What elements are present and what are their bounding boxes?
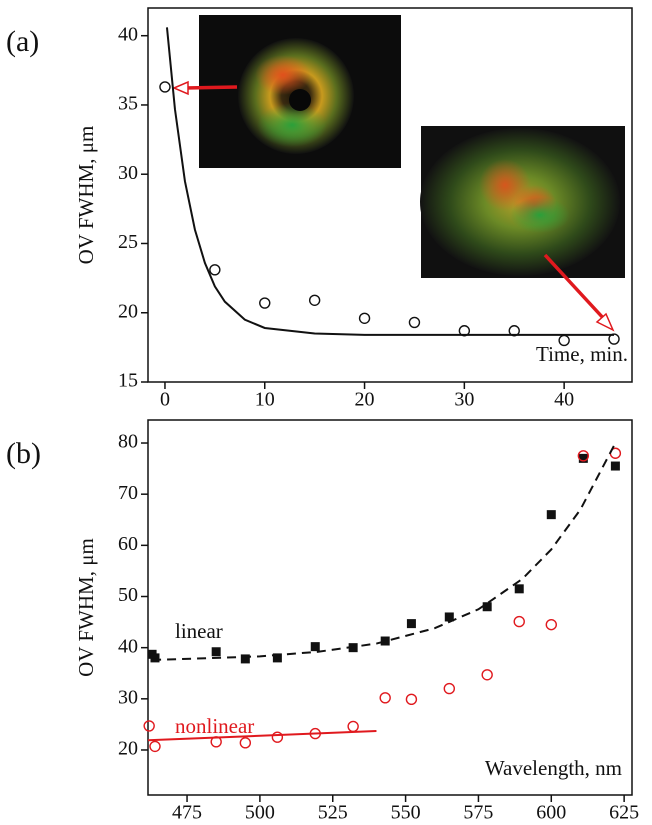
x-tick-label: 550 <box>391 802 421 824</box>
x-tick-label: 10 <box>255 389 275 411</box>
data-point <box>240 738 250 748</box>
x-axis-label: Wavelength, nm <box>485 756 622 780</box>
data-point <box>311 642 320 651</box>
x-tick-label: 30 <box>454 389 474 411</box>
data-point <box>406 694 416 704</box>
data-point <box>515 584 524 593</box>
x-tick-label: 500 <box>245 802 275 824</box>
data-point <box>272 732 282 742</box>
y-tick-label: 50 <box>118 584 138 606</box>
data-point <box>150 741 160 751</box>
data-point <box>546 620 556 630</box>
x-tick-label: 525 <box>318 802 348 824</box>
data-point <box>212 647 221 656</box>
data-point <box>483 602 492 611</box>
y-tick-label: 40 <box>118 23 138 45</box>
data-point <box>482 670 492 680</box>
series-label: linear <box>175 619 223 643</box>
y-tick-label: 20 <box>118 738 138 760</box>
page: {"chart_data": [ {"type": "scatter", "pa… <box>0 0 652 825</box>
data-point <box>310 295 320 305</box>
series-label: nonlinear <box>175 714 254 738</box>
data-point <box>360 313 370 323</box>
data-point <box>210 265 220 275</box>
x-tick-label: 20 <box>355 389 375 411</box>
x-tick-label: 0 <box>160 389 170 411</box>
inset-image <box>199 15 401 168</box>
data-point <box>407 619 416 628</box>
y-axis-label: OV FWHM, μm <box>74 538 98 677</box>
y-tick-label: 70 <box>118 482 138 504</box>
data-point <box>260 298 270 308</box>
panel-label: (b) <box>6 437 41 470</box>
y-tick-label: 20 <box>118 300 138 322</box>
figure: 15 20 25 30 35 40 0 10 20 30 40 OV FWHM, μm Time, mi… <box>0 0 652 825</box>
x-tick-label: 600 <box>536 802 566 824</box>
data-point <box>348 721 358 731</box>
data-point <box>381 637 390 646</box>
y-tick-label: 15 <box>118 370 138 392</box>
data-point <box>547 510 556 519</box>
y-tick-label: 35 <box>118 93 138 115</box>
x-tick-label: 575 <box>463 802 493 824</box>
y-axis-label: OV FWHM, μm <box>74 126 98 265</box>
y-tick-label: 25 <box>118 231 138 253</box>
y-tick-label: 40 <box>118 635 138 657</box>
data-point <box>380 693 390 703</box>
y-tick-label: 60 <box>118 533 138 555</box>
data-point <box>150 653 159 662</box>
data-point <box>611 462 620 471</box>
y-tick-label: 30 <box>118 162 138 184</box>
x-tick-label: 475 <box>172 802 202 824</box>
data-point <box>514 617 524 627</box>
inset-image <box>420 126 625 278</box>
panel-label: (a) <box>6 25 39 58</box>
y-tick-label: 80 <box>118 431 138 453</box>
data-point <box>160 82 170 92</box>
data-point <box>409 317 419 327</box>
y-tick-label: 30 <box>118 686 138 708</box>
data-point <box>579 454 588 463</box>
x-axis-label: Time, min. <box>536 342 628 366</box>
data-point <box>444 684 454 694</box>
data-point <box>144 721 154 731</box>
x-tick-label: 625 <box>609 802 639 824</box>
x-tick-label: 40 <box>554 389 574 411</box>
